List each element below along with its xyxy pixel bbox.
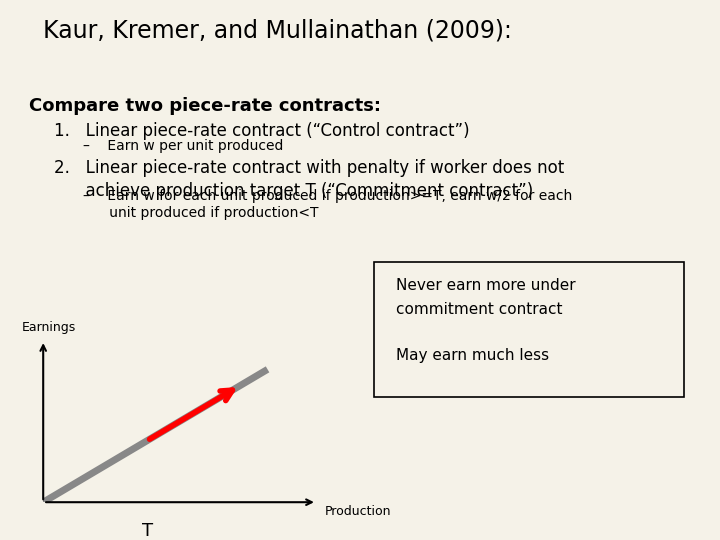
Text: 2.   Linear piece-rate contract with penalty if worker does not
      achieve pr: 2. Linear piece-rate contract with penal…	[54, 159, 564, 199]
Text: T: T	[142, 522, 153, 539]
Text: Earnings: Earnings	[22, 321, 76, 334]
Text: Compare two piece-rate contracts:: Compare two piece-rate contracts:	[29, 97, 381, 115]
Text: –    Earn w for each unit produced if production>=T, earn w/2 for each
      uni: – Earn w for each unit produced if produ…	[83, 189, 572, 220]
Text: Production: Production	[325, 505, 392, 518]
Text: Never earn more under
commitment contract

May earn much less: Never earn more under commitment contrac…	[396, 278, 575, 363]
Text: –    Earn w per unit produced: – Earn w per unit produced	[83, 139, 283, 153]
Text: Kaur, Kremer, and Mullainathan (2009):: Kaur, Kremer, and Mullainathan (2009):	[43, 19, 512, 43]
Text: 1.   Linear piece-rate contract (“Control contract”): 1. Linear piece-rate contract (“Control …	[54, 122, 469, 139]
